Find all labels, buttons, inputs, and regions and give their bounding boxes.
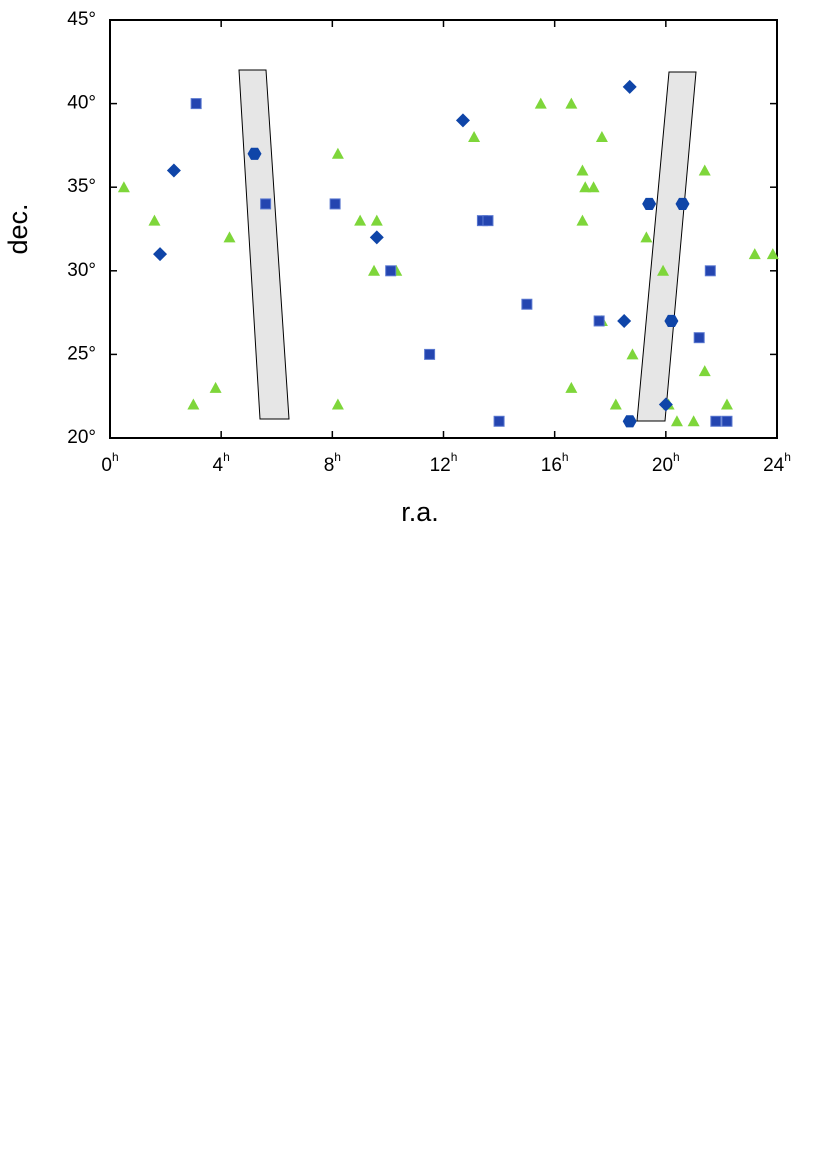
point — [617, 313, 632, 328]
y-tick-label: 20° — [67, 427, 96, 448]
point — [329, 198, 341, 210]
point — [493, 415, 505, 427]
point — [370, 214, 383, 226]
y-tick-label: 40° — [67, 93, 96, 114]
point — [260, 198, 272, 210]
point — [698, 164, 711, 176]
x-tick-label: 24h — [763, 450, 791, 476]
y-axis-label: dec. — [3, 203, 33, 254]
point — [368, 264, 381, 276]
point — [587, 181, 600, 193]
x-tick-label: 12h — [430, 450, 458, 476]
point — [657, 264, 670, 276]
point — [331, 147, 344, 159]
x-tick-label: 8h — [324, 450, 341, 476]
point — [698, 365, 711, 377]
point — [664, 314, 679, 328]
x-axis-label: r.a. — [401, 497, 439, 527]
point — [609, 398, 622, 410]
point — [640, 231, 653, 243]
point — [748, 248, 761, 260]
point — [642, 197, 657, 210]
point — [595, 131, 608, 143]
point — [223, 231, 236, 243]
point — [117, 181, 130, 193]
point — [593, 315, 605, 327]
point — [622, 415, 637, 428]
point — [710, 415, 722, 427]
region — [636, 71, 697, 422]
x-tick-label: 0h — [101, 450, 118, 476]
region — [238, 69, 290, 420]
point — [579, 181, 592, 193]
point — [166, 163, 181, 178]
point — [565, 381, 578, 393]
x-tick-label: 20h — [652, 450, 680, 476]
point — [576, 214, 589, 226]
point — [455, 113, 470, 128]
point — [687, 415, 700, 427]
point — [468, 131, 481, 143]
point — [385, 265, 397, 277]
point — [721, 415, 733, 427]
point — [670, 415, 683, 427]
point — [521, 298, 533, 310]
y-tick-label: 45° — [67, 9, 96, 30]
y-tick-label: 30° — [67, 260, 96, 281]
y-tick-label: 35° — [67, 176, 96, 197]
x-tick-label: 4h — [213, 450, 230, 476]
point — [482, 215, 494, 227]
y-tick-label: 25° — [67, 343, 96, 364]
point — [766, 248, 779, 260]
point — [622, 79, 637, 94]
point — [424, 348, 436, 360]
x-tick-label: 16h — [541, 450, 569, 476]
point — [331, 398, 344, 410]
point — [565, 97, 578, 109]
point — [190, 98, 202, 110]
point — [658, 397, 673, 412]
point — [369, 230, 384, 245]
point — [534, 97, 547, 109]
point — [354, 214, 367, 226]
point — [626, 348, 639, 360]
point — [153, 247, 168, 262]
point — [148, 214, 161, 226]
point — [693, 332, 705, 344]
point — [576, 164, 589, 176]
point — [247, 147, 262, 160]
point — [209, 381, 222, 393]
point — [675, 197, 690, 210]
point — [187, 398, 200, 410]
point — [720, 398, 733, 410]
point — [704, 265, 716, 277]
